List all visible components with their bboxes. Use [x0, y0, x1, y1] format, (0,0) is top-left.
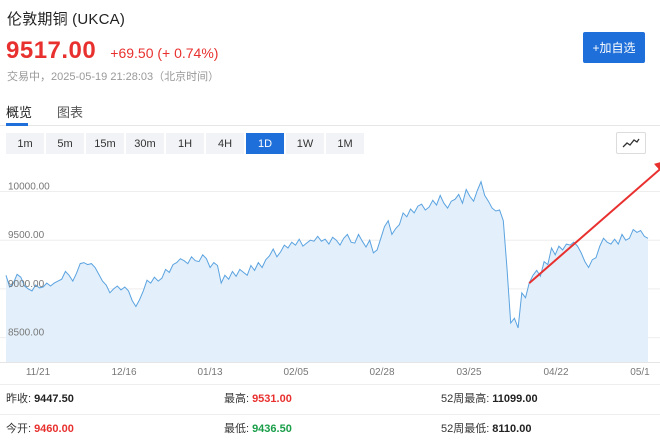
- stats-row-1: 昨收: 9447.50 最高: 9531.00 52周最高: 11099.00: [0, 384, 660, 406]
- period-1d[interactable]: 1D: [246, 133, 284, 154]
- tab-chart[interactable]: 图表: [57, 105, 84, 120]
- stat-52w-low: 52周最低: 8110.00: [441, 423, 532, 435]
- stat-52w-high: 52周最高: 11099.00: [441, 393, 538, 405]
- period-selector: 1m 5m 15m 30m 1H 4H 1D 1W 1M: [6, 133, 364, 154]
- price-row: 9517.00 +69.50 (+ 0.74%): [6, 37, 218, 65]
- instrument-title: 伦敦期铜 (UKCA): [7, 11, 126, 28]
- chart-type-button[interactable]: [616, 132, 646, 154]
- add-watchlist-button[interactable]: +加自选: [583, 32, 645, 63]
- x-tick-label: 12/16: [111, 367, 136, 378]
- period-1mo[interactable]: 1M: [326, 133, 364, 154]
- trend-arrow: [528, 159, 660, 284]
- x-tick-label: 02/05: [283, 367, 308, 378]
- view-tabs: 概览 图表: [0, 100, 660, 126]
- stats-row-2: 今开: 9460.00 最低: 9436.50 52周最低: 8110.00: [0, 414, 660, 436]
- x-tick-label: 11/21: [26, 367, 51, 378]
- period-30m[interactable]: 30m: [126, 133, 164, 154]
- price-chart[interactable]: 10000.00 9500.00 9000.00 8500.00 11/21 12/16…: [0, 159, 660, 380]
- period-1w[interactable]: 1W: [286, 133, 324, 154]
- stat-prev-close: 昨收: 9447.50: [6, 393, 74, 405]
- x-tick-label: 04/22: [543, 367, 568, 378]
- period-4h[interactable]: 4H: [206, 133, 244, 154]
- y-tick-label: 8500.00: [8, 328, 45, 339]
- period-5m[interactable]: 5m: [46, 133, 84, 154]
- period-1h[interactable]: 1H: [166, 133, 204, 154]
- y-tick-label: 10000.00: [8, 181, 50, 192]
- y-tick-label: 9500.00: [8, 230, 45, 241]
- x-tick-label: 01/13: [197, 367, 222, 378]
- active-tab-indicator: [6, 123, 28, 126]
- line-chart-icon: [622, 138, 640, 148]
- stat-open: 今开: 9460.00: [6, 423, 74, 435]
- price-change: +69.50 (+ 0.74%): [110, 45, 219, 61]
- stat-low: 最低: 9436.50: [224, 423, 292, 435]
- x-tick-label: 03/25: [456, 367, 481, 378]
- period-1m[interactable]: 1m: [6, 133, 44, 154]
- price-area: [6, 181, 648, 362]
- x-tick-label: 02/28: [369, 367, 394, 378]
- x-tick-label: 05/1: [630, 367, 650, 378]
- trading-status: 交易中，2025-05-19 21:28:03（北京时间）: [7, 71, 220, 83]
- period-15m[interactable]: 15m: [86, 133, 124, 154]
- tab-overview[interactable]: 概览: [6, 105, 33, 120]
- header: 伦敦期铜 (UKCA): [7, 8, 125, 29]
- y-tick-label: 9000.00: [8, 279, 45, 290]
- last-price: 9517.00: [6, 37, 97, 64]
- stat-high: 最高: 9531.00: [224, 393, 292, 405]
- price-chart-svg: 10000.00 9500.00 9000.00 8500.00 11/21 12/16…: [0, 159, 660, 378]
